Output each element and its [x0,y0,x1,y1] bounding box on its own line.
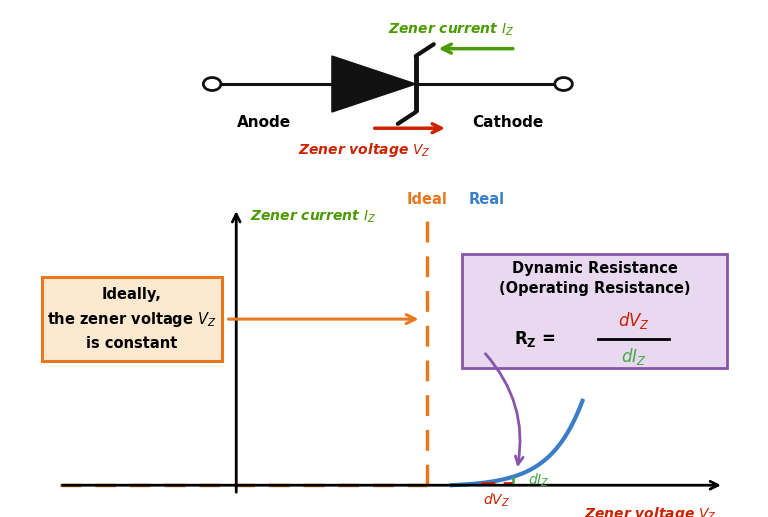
Text: Ideally,: Ideally, [102,287,162,302]
FancyBboxPatch shape [42,277,222,361]
Text: $\mathbf{R_Z}$ =: $\mathbf{R_Z}$ = [514,329,556,348]
Text: Zener current $I_Z$: Zener current $I_Z$ [250,208,376,225]
Polygon shape [332,56,415,112]
Circle shape [204,78,221,90]
Text: Zener voltage $V_Z$: Zener voltage $V_Z$ [297,141,430,159]
Text: Dynamic Resistance: Dynamic Resistance [512,261,677,276]
Text: Zener current $I_Z$: Zener current $I_Z$ [388,21,514,38]
Text: Anode: Anode [237,115,291,130]
Text: $dI_Z$: $dI_Z$ [528,471,549,489]
Text: $dV_Z$: $dV_Z$ [617,310,650,331]
FancyBboxPatch shape [462,254,727,368]
Text: $dV_Z$: $dV_Z$ [483,491,511,509]
Text: $dI_Z$: $dI_Z$ [621,346,647,367]
Text: the zener voltage $V_Z$: the zener voltage $V_Z$ [47,310,217,329]
Text: Ideal: Ideal [406,192,448,207]
Circle shape [554,78,572,90]
Text: Real: Real [469,192,505,207]
Text: Cathode: Cathode [472,115,543,130]
Text: Zener voltage $V_Z$: Zener voltage $V_Z$ [584,505,717,517]
Text: (Operating Resistance): (Operating Resistance) [499,281,690,296]
Text: is constant: is constant [86,336,177,351]
